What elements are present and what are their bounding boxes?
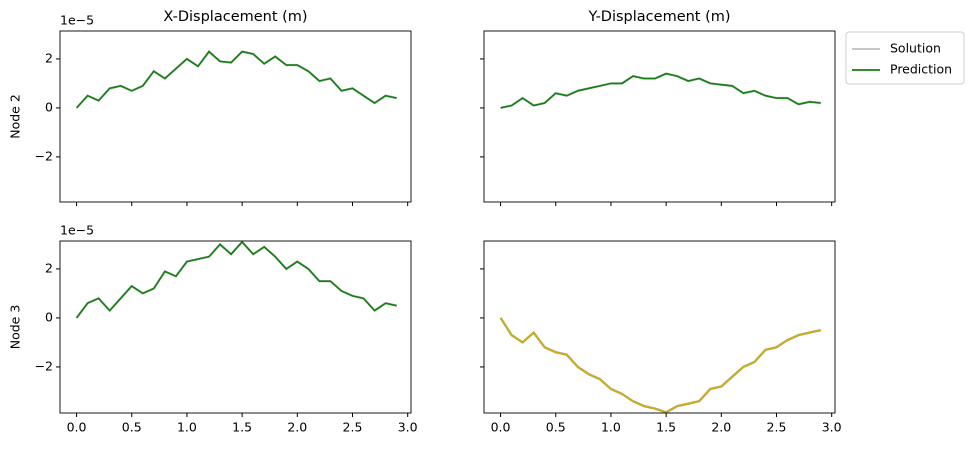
x-tick-label: 2.0 bbox=[287, 420, 307, 435]
x-tick-label: 0.5 bbox=[122, 420, 142, 435]
plot-frame bbox=[59, 240, 412, 414]
line-series bbox=[75, 49, 397, 109]
legend-box bbox=[845, 31, 965, 85]
line-series bbox=[500, 72, 821, 109]
y-tick-label: 2 bbox=[45, 50, 53, 65]
x-tick-label: 2.5 bbox=[767, 420, 787, 435]
x-tick-label: 3.0 bbox=[822, 420, 842, 435]
legend-label: Prediction bbox=[890, 62, 952, 77]
x-tick-label: 3.0 bbox=[398, 420, 418, 435]
line-series bbox=[75, 240, 397, 319]
y-axis-label: Node 2 bbox=[8, 94, 23, 139]
y-tick-label: 0 bbox=[45, 99, 53, 114]
y-tick-label: 2 bbox=[45, 260, 53, 275]
subplot-title: Y-Displacement (m) bbox=[587, 9, 730, 25]
x-tick-label: 1.5 bbox=[656, 420, 676, 435]
offset-text: 1e−5 bbox=[60, 223, 94, 238]
y-axis-label: Node 3 bbox=[8, 305, 23, 350]
y-tick-label: 0 bbox=[45, 309, 53, 324]
subplot-title: X-Displacement (m) bbox=[163, 9, 307, 25]
x-tick-label: 1.0 bbox=[177, 420, 197, 435]
x-tick-label: 0.0 bbox=[491, 420, 511, 435]
plot-frame bbox=[483, 240, 836, 414]
legend-label: Solution bbox=[890, 41, 941, 56]
plot-frame bbox=[483, 30, 836, 203]
x-tick-label: 2.5 bbox=[343, 420, 363, 435]
x-tick-label: 1.0 bbox=[601, 420, 621, 435]
line-series bbox=[76, 50, 397, 109]
x-tick-label: 1.5 bbox=[232, 420, 252, 435]
x-tick-label: 0.5 bbox=[546, 420, 566, 435]
y-tick-label: −2 bbox=[35, 358, 53, 373]
line-series bbox=[499, 317, 821, 414]
line-series bbox=[500, 72, 821, 110]
y-tick-label: −2 bbox=[35, 148, 53, 163]
plot-frame bbox=[59, 30, 412, 203]
x-tick-label: 2.0 bbox=[711, 420, 731, 435]
x-tick-label: 0.0 bbox=[67, 420, 87, 435]
offset-text: 1e−5 bbox=[60, 13, 94, 28]
line-series bbox=[499, 317, 821, 414]
line-series bbox=[75, 240, 397, 319]
